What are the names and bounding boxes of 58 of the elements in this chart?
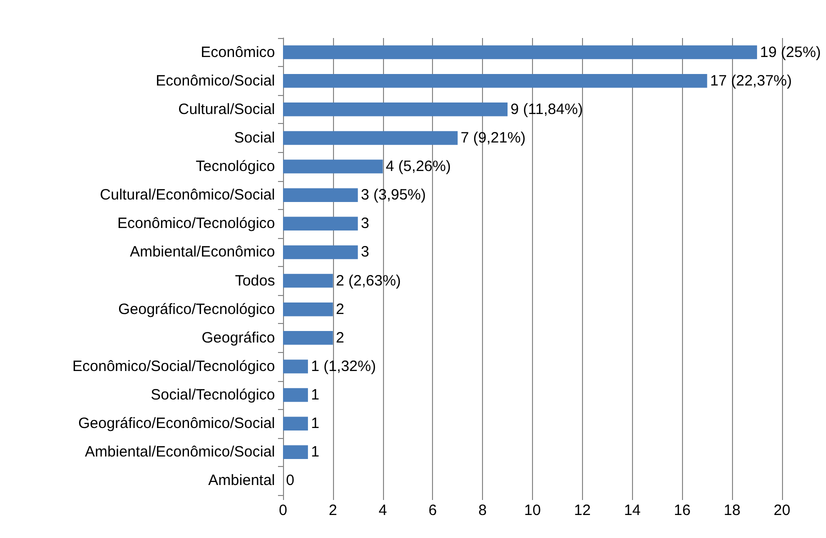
y-tick-label: Tecnológico [196, 158, 275, 176]
x-tick-label: 18 [724, 502, 740, 519]
data-label: 2 (2,63%) [336, 272, 401, 290]
y-tick-label: Todos [234, 272, 275, 290]
y-tick-label: Ambiental/Econômico [130, 244, 275, 261]
y-tick-label: Geográfico [202, 329, 275, 346]
y-tick-label: Econômico/Tecnológico [117, 215, 275, 232]
y-tick-label: Geográfico/Tecnológico [118, 300, 275, 318]
bar [283, 45, 758, 60]
x-tick-label: 4 [378, 502, 387, 519]
y-tick-label: Social [234, 129, 275, 146]
bar [283, 416, 308, 430]
bar [283, 302, 333, 316]
data-label: 0 [286, 472, 294, 490]
x-tick-label: 6 [428, 502, 437, 519]
bar [283, 216, 358, 231]
data-label: 1 [310, 386, 320, 404]
y-tick-label: Ambiental/Econômico/Social [84, 444, 275, 461]
data-label: 3 [360, 244, 370, 261]
data-label: 1 [310, 444, 320, 461]
data-label: 7 (9,21%) [460, 129, 526, 146]
data-label: 9 (11,84%) [510, 100, 583, 118]
y-tick-label: Econômico [200, 44, 275, 61]
y-tick-label: Social/Tecnológico [150, 386, 275, 404]
x-tick-label: 10 [524, 502, 541, 519]
bar [283, 188, 358, 202]
data-label: 1 [310, 415, 320, 432]
bar [283, 388, 308, 402]
bar [283, 274, 333, 288]
data-label: 2 [336, 329, 344, 346]
data-label: 3 (3,95%) [360, 186, 426, 204]
x-tick-label: 0 [278, 502, 288, 519]
x-tick-label: 20 [774, 502, 790, 519]
x-tick-label: 16 [674, 502, 691, 519]
x-tick-label: 12 [574, 502, 591, 519]
data-label: 1 (1,32%) [310, 358, 376, 375]
y-tick-label: Econômico/Social [156, 72, 275, 90]
y-tick-label: Cultural/Econômico/Social [100, 186, 275, 204]
x-tick-label: 14 [624, 502, 641, 519]
data-label: 19 (25%) [760, 44, 821, 61]
data-label: 4 (5,26%) [386, 158, 451, 176]
y-tick-label: Ambiental [208, 472, 275, 490]
x-tick-label: 2 [328, 502, 338, 519]
bar [283, 131, 458, 145]
bar [283, 160, 383, 174]
bar [283, 331, 333, 345]
bar [283, 74, 708, 88]
bar [283, 445, 308, 460]
bar [283, 245, 358, 260]
bar [283, 360, 308, 374]
data-label: 2 [336, 300, 344, 318]
y-tick-label: Econômico/Social/Tecnológico [72, 358, 275, 375]
data-label: 3 [360, 215, 370, 232]
y-tick-label: Cultural/Social [178, 100, 275, 118]
x-tick-label: 8 [478, 502, 487, 519]
y-tick-label: Geográfico/Econômico/Social [78, 415, 275, 432]
bar [283, 102, 508, 116]
data-label: 17 (22,37%) [710, 72, 792, 90]
